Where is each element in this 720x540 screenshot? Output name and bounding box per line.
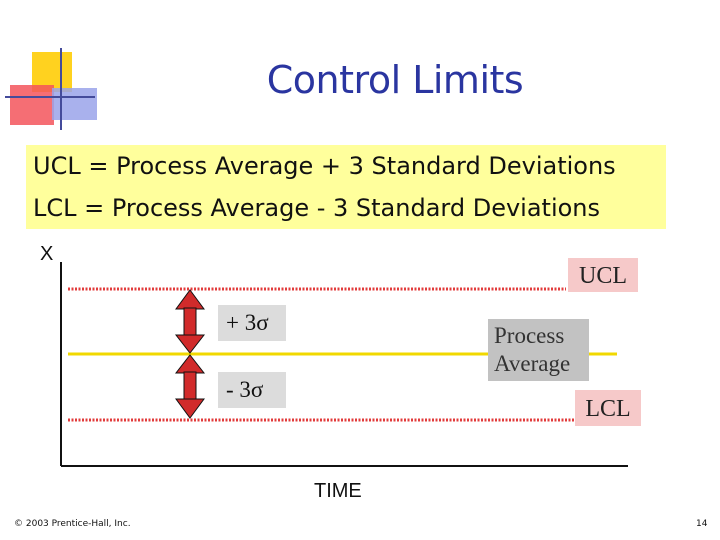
x-axis-label: TIME [314,480,362,502]
minus-3sigma-arrow [174,354,206,419]
ucl-label: UCL [568,258,638,292]
plus-3sigma-arrow [174,289,206,354]
process-average-label-line2: Average [494,351,571,376]
process-average-label-line1: Process [494,323,565,348]
logo-vertical-line [60,48,62,130]
logo-horizontal-line [5,96,95,98]
copyright-footer: © 2003 Prentice-Hall, Inc. [14,519,131,529]
ucl-definition: UCL = Process Average + 3 Standard Devia… [33,152,616,180]
page-number: 14 [696,519,708,529]
y-axis-label: X [40,243,54,265]
definition-box [26,145,666,229]
slide-title: Control Limits [266,58,524,102]
logo-red-square [10,85,54,125]
logo-blue-square [52,88,97,120]
lcl-label: LCL [575,390,641,426]
plus-3sigma-label: + 3σ [218,305,286,341]
process-average-label: Process Average [488,319,589,381]
minus-3sigma-label: - 3σ [218,372,286,408]
lcl-definition: LCL = Process Average - 3 Standard Devia… [33,194,601,222]
